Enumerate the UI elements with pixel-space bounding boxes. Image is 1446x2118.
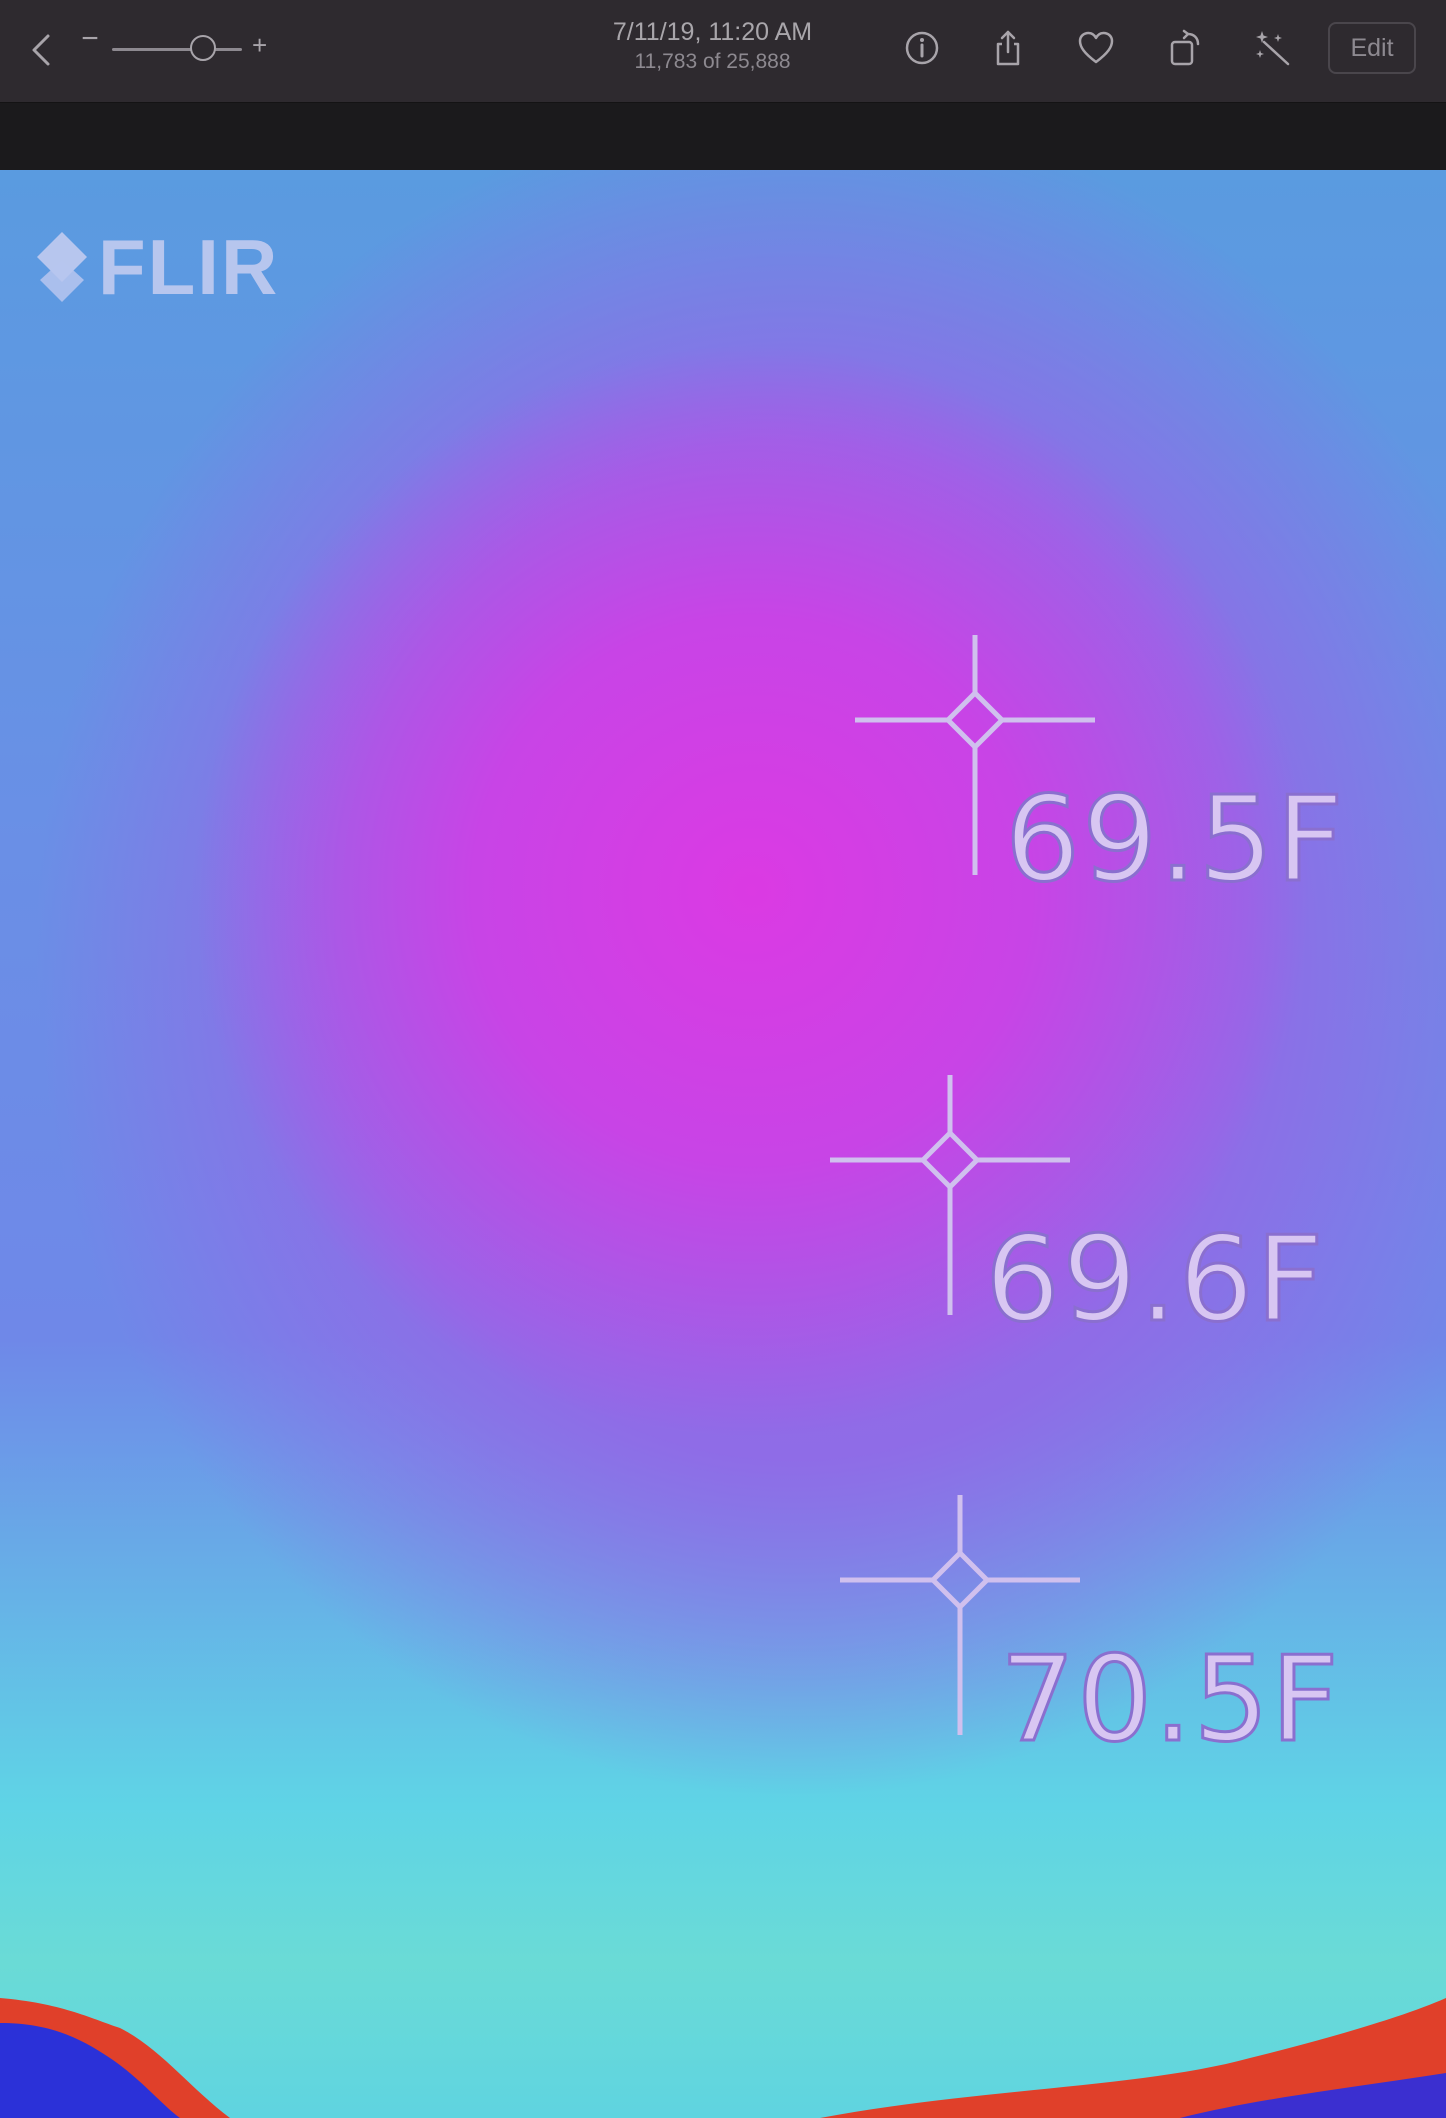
zoom-out-button[interactable]: − (81, 22, 99, 55)
share-icon (996, 30, 1020, 66)
favorite-button[interactable] (1076, 28, 1116, 68)
zoom-slider-thumb[interactable] (190, 35, 216, 61)
spot-temperature-1: 69.5F (1004, 770, 1346, 908)
edit-button[interactable]: Edit (1328, 22, 1416, 74)
photo-date: 7/11/19, 11:20 AM (612, 18, 813, 46)
thermal-photo: FLIR 69.5F 69.6F 70.5F (0, 170, 1446, 2118)
back-button[interactable] (22, 28, 62, 72)
hot-region (0, 1998, 1446, 2118)
zoom-in-button[interactable]: + (252, 30, 268, 60)
info-icon (905, 31, 939, 65)
photo-letterbox (0, 103, 1446, 170)
flir-logo-text: FLIR (98, 223, 280, 311)
photo-count: 11,783 of 25,888 (634, 50, 791, 73)
rotate-button[interactable] (1166, 28, 1206, 68)
info-button[interactable] (902, 28, 942, 68)
photo-viewer-toolbar: − + 7/11/19, 11:20 AM 11,783 of 25,888 (0, 0, 1446, 103)
flir-logo-icon (37, 232, 87, 302)
zoom-slider-track[interactable] (112, 48, 242, 51)
magic-wand-icon (1256, 31, 1290, 66)
spot-temperature-3: 70.5F (999, 1630, 1341, 1768)
spot-marker-3 (840, 1495, 1080, 1735)
photo-title: 7/11/19, 11:20 AM 11,783 of 25,888 (560, 16, 865, 76)
spot-temperature-2: 69.6F (984, 1210, 1326, 1348)
auto-enhance-button[interactable] (1254, 28, 1294, 68)
spot-marker-2 (830, 1075, 1070, 1315)
share-button[interactable] (988, 28, 1028, 68)
rotate-icon (1170, 29, 1200, 66)
chevron-left-icon (32, 34, 50, 66)
heart-icon (1078, 31, 1114, 64)
spot-marker-1 (855, 635, 1095, 875)
